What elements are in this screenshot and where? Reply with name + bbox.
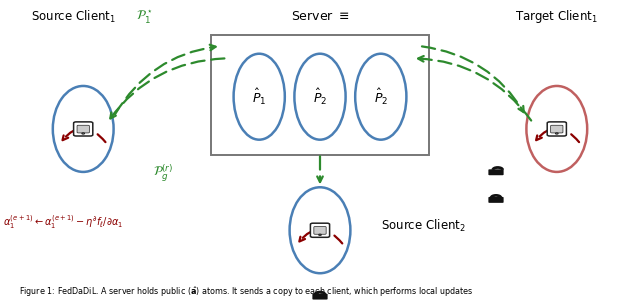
FancyArrowPatch shape bbox=[115, 45, 216, 114]
FancyArrowPatch shape bbox=[422, 46, 524, 112]
FancyBboxPatch shape bbox=[312, 293, 328, 300]
FancyBboxPatch shape bbox=[488, 169, 504, 175]
Ellipse shape bbox=[294, 54, 346, 140]
Text: $\mathcal{P}_g^{(r)}$: $\mathcal{P}_g^{(r)}$ bbox=[153, 163, 173, 184]
Text: Server $\equiv$: Server $\equiv$ bbox=[291, 10, 349, 23]
FancyBboxPatch shape bbox=[74, 122, 93, 136]
Text: $\alpha_1^{(e+1)} \leftarrow \alpha_1^{(e+1)} - \eta^{\partial} f_\ell/\partial\: $\alpha_1^{(e+1)} \leftarrow \alpha_1^{(… bbox=[3, 214, 124, 231]
FancyArrowPatch shape bbox=[536, 128, 579, 142]
FancyBboxPatch shape bbox=[77, 125, 90, 133]
Text: Figure 1: FedDaDiL. A server holds public ($\mathbf{\hat{a}}$) atoms. It sends a: Figure 1: FedDaDiL. A server holds publi… bbox=[19, 286, 474, 299]
FancyArrowPatch shape bbox=[418, 56, 531, 121]
FancyArrowPatch shape bbox=[300, 230, 342, 243]
Ellipse shape bbox=[290, 187, 351, 273]
Text: Source Client$_1$: Source Client$_1$ bbox=[31, 9, 116, 25]
FancyBboxPatch shape bbox=[547, 122, 566, 136]
FancyBboxPatch shape bbox=[550, 125, 563, 133]
FancyBboxPatch shape bbox=[310, 223, 330, 237]
FancyArrowPatch shape bbox=[63, 128, 106, 142]
Text: Target Client$_1$: Target Client$_1$ bbox=[515, 8, 598, 25]
Text: $\hat{P}_2$: $\hat{P}_2$ bbox=[313, 87, 327, 107]
FancyArrowPatch shape bbox=[317, 156, 323, 182]
Ellipse shape bbox=[355, 54, 406, 140]
Text: Source Client$_2$: Source Client$_2$ bbox=[381, 218, 466, 234]
Ellipse shape bbox=[53, 86, 114, 172]
Text: $\mathcal{P}_1^\star$: $\mathcal{P}_1^\star$ bbox=[136, 8, 152, 25]
Ellipse shape bbox=[234, 54, 285, 140]
FancyBboxPatch shape bbox=[314, 227, 326, 234]
FancyBboxPatch shape bbox=[488, 197, 504, 203]
FancyBboxPatch shape bbox=[211, 35, 429, 155]
FancyArrowPatch shape bbox=[110, 58, 225, 119]
Text: $\hat{P}_1$: $\hat{P}_1$ bbox=[252, 87, 266, 107]
Text: $\hat{P}_2$: $\hat{P}_2$ bbox=[374, 87, 388, 107]
Ellipse shape bbox=[526, 86, 588, 172]
